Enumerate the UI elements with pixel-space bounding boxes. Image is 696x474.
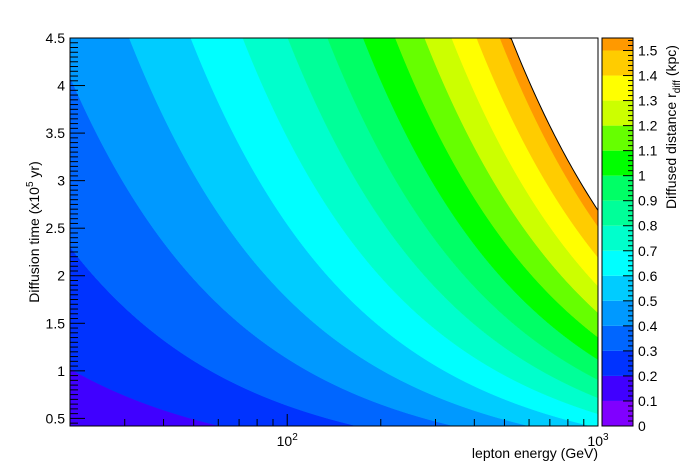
colorbar-segment <box>602 50 633 76</box>
y-tick-label: 1.5 <box>46 315 66 331</box>
colorbar-segment <box>602 38 633 51</box>
colorbar-segment <box>602 225 633 251</box>
contour-fill-layer <box>70 38 598 426</box>
y-axis-ticks: 0.5 1 1.5 2 2.5 3 3.5 4 4.5 <box>46 30 85 426</box>
colorbar-tick-label: 0.1 <box>638 393 658 409</box>
y-tick-label: 2 <box>57 268 65 284</box>
colorbar-tick-label: 0 <box>638 418 646 434</box>
colorbar: 0 0.1 0.2 0.3 0.4 0.5 0.6 0.7 0.8 0.9 1 1.1 1.2 1.3 1.… <box>601 37 658 434</box>
colorbar-tick-label: 0.6 <box>638 268 658 284</box>
contour-band <box>424 38 598 314</box>
plot-frame <box>69 37 599 427</box>
colorbar-label: Diffused distance rdiff (kpc) <box>663 45 683 209</box>
colorbar-frame <box>601 37 634 427</box>
colorbar-segment <box>602 300 633 326</box>
contour-band <box>499 38 598 228</box>
colorbar-segment <box>602 150 633 176</box>
colorbar-label-unit: (kpc) <box>663 45 679 80</box>
y-axis-label-exponent: 5 <box>25 181 36 187</box>
colorbar-segment <box>602 400 633 426</box>
y-tick-label: 0.5 <box>46 410 66 426</box>
y-tick-label: 2.5 <box>46 220 66 236</box>
colorbar-tick-label: 0.7 <box>638 243 658 259</box>
colorbar-tick-label: 1.2 <box>638 118 658 134</box>
colorbar-tick-label: 1.4 <box>638 68 658 84</box>
colorbar-segment <box>602 350 633 376</box>
y-tick-label: 4 <box>57 78 65 94</box>
y-tick-label: 1 <box>57 363 65 379</box>
colorbar-tick-label: 0.3 <box>638 343 658 359</box>
colorbar-segment <box>602 75 633 101</box>
colorbar-tick-label: 0.8 <box>638 218 658 234</box>
colorbar-label-main: Diffused distance r <box>663 93 679 209</box>
colorbar-tick-label: 1.5 <box>638 43 658 59</box>
x-tick-label: 103 <box>587 432 609 449</box>
contour-band <box>395 38 598 338</box>
contour-band <box>327 38 598 381</box>
colorbar-segment <box>602 375 633 401</box>
colorbar-tick-label: 1 <box>638 168 646 184</box>
y-tick-label: 3 <box>57 173 65 189</box>
contour-band <box>70 368 222 426</box>
colorbar-segment <box>602 175 633 201</box>
colorbar-tick-label: 0.2 <box>638 368 658 384</box>
colorbar-tick-label: 0.4 <box>638 318 658 334</box>
colorbar-segment <box>602 250 633 276</box>
x-axis-ticks: 102 103 <box>69 414 609 449</box>
colorbar-segment <box>602 325 633 351</box>
colorbar-tick-label: 0.9 <box>638 193 658 209</box>
colorbar-tick-label: 1.3 <box>638 93 658 109</box>
contour-band <box>362 38 598 360</box>
colorbar-segment <box>602 125 633 151</box>
contour-band <box>451 38 598 287</box>
colorbar-segment <box>602 100 633 126</box>
colorbar-label-subscript: diff <box>672 80 683 93</box>
contour-band <box>287 38 598 399</box>
empty-region <box>496 38 598 211</box>
colorbar-segment <box>602 200 633 226</box>
contour-band <box>242 38 598 415</box>
contour-band <box>476 38 598 258</box>
colorbar-tick-label: 0.5 <box>638 293 658 309</box>
y-tick-label: 3.5 <box>46 125 66 141</box>
colorbar-segment <box>602 275 633 301</box>
energy-cutoff-boundary <box>496 37 599 211</box>
colorbar-tick-label: 1.1 <box>638 143 658 159</box>
x-tick-label: 102 <box>277 432 299 449</box>
x-axis-label: lepton energy (GeV) <box>472 445 598 461</box>
y-tick-label: 4.5 <box>46 30 66 46</box>
y-axis-label: Diffusion time (x105 yr) <box>25 161 42 302</box>
y-axis-label-unit: yr) <box>26 161 42 181</box>
y-axis-label-main: Diffusion time (x10 <box>26 187 42 303</box>
